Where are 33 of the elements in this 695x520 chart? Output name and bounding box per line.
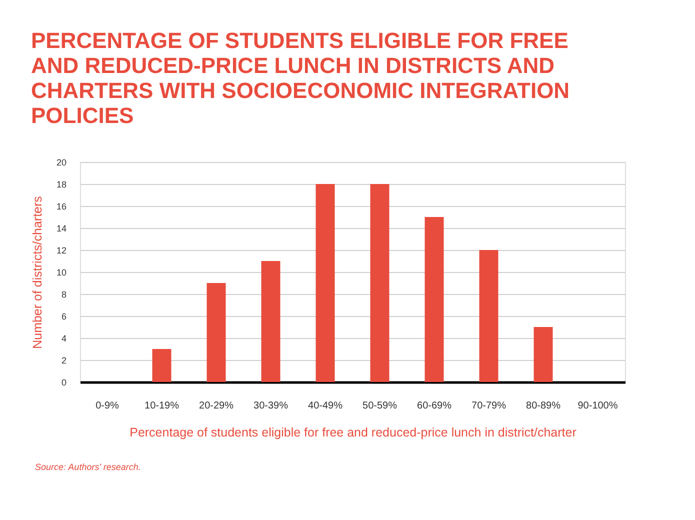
y-axis-title: Number of districts/charters [30, 196, 44, 349]
x-tick-label: 50-59% [362, 400, 398, 412]
bar [316, 184, 335, 382]
x-tick-label: 60-69% [417, 400, 452, 412]
x-axis-title: Percentage of students eligible for free and reduced-price lunch in district/charter [130, 426, 576, 440]
y-tick-label: 6 [61, 312, 66, 322]
x-tick-label: 10-19% [144, 400, 180, 412]
y-tick-label: 2 [61, 356, 66, 366]
y-tick-label: 8 [61, 290, 66, 300]
bar [206, 283, 226, 382]
y-tick-label: 20 [56, 158, 66, 168]
x-tick-label: 80-89% [526, 400, 561, 412]
bar [261, 261, 280, 382]
y-tick-label: 16 [56, 202, 66, 212]
bar [424, 217, 444, 382]
y-tick-label: 14 [56, 224, 66, 234]
bar [534, 327, 553, 382]
y-tick-label: 18 [56, 180, 66, 190]
chart-title: PERCENTAGE OF STUDENTS ELIGIBLE FOR FREE AND REDUCED-PRICE LUNCH IN DISTRICTS AND CHARTERS WITH SOCIOECONOMIC INTEGRATION POLICIES [30, 28, 570, 128]
x-tick-label: 0-9% [96, 400, 120, 412]
y-tick-label: 4 [61, 334, 66, 344]
x-tick-label: 70-79% [472, 400, 506, 412]
x-tick-label: 30-39% [254, 400, 288, 412]
bar [152, 349, 172, 382]
bar [479, 250, 498, 382]
x-tick-label: 40-49% [308, 400, 343, 412]
source-note: Source: Authors' research. [35, 462, 141, 472]
y-tick-label: 10 [56, 268, 66, 278]
bar [370, 184, 390, 382]
y-tick-label: 12 [56, 246, 66, 256]
y-tick-label: 0 [61, 378, 66, 388]
x-tick-label: 90-100% [578, 400, 618, 412]
x-tick-label: 20-29% [199, 400, 234, 412]
